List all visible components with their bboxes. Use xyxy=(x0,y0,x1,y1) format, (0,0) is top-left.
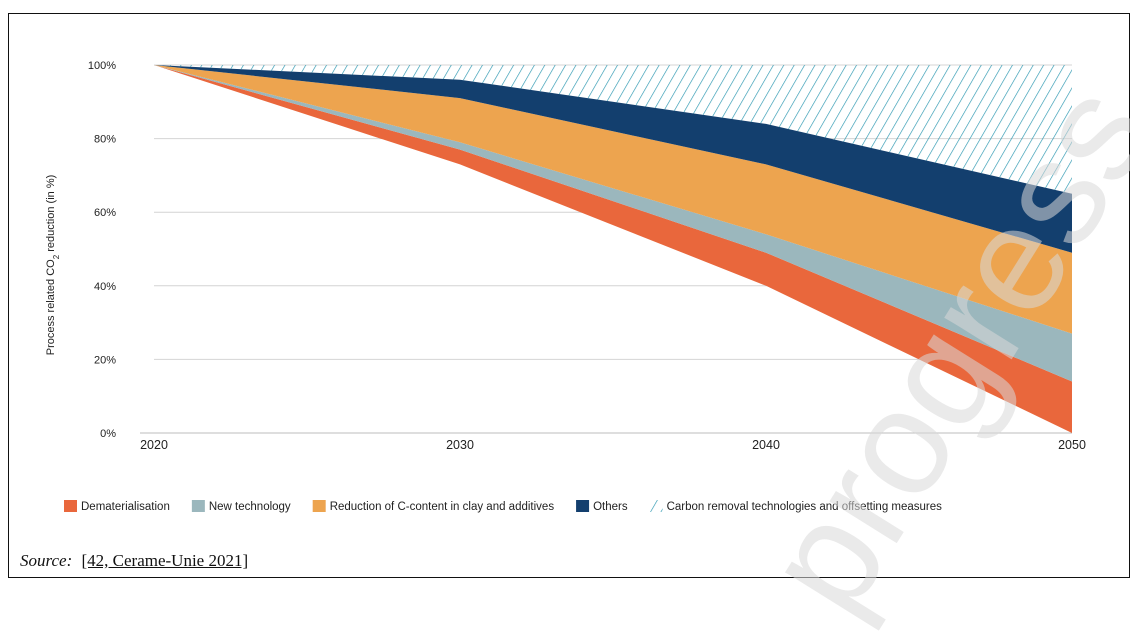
legend-item-new-technology: New technology xyxy=(191,500,291,513)
legend-swatch xyxy=(576,500,590,512)
area-carbon-removal xyxy=(154,65,1072,194)
source-label: Source: xyxy=(20,551,73,570)
x-tick-label: 2030 xyxy=(446,438,474,452)
source-reference-link[interactable]: [42, Cerame-Unie 2021] xyxy=(81,551,249,570)
legend-label: Dematerialisation xyxy=(81,501,170,513)
y-tick-label: 0% xyxy=(100,428,116,440)
legend-item-others: Others xyxy=(576,500,628,513)
x-tick-label: 2020 xyxy=(140,438,168,452)
legend-swatch xyxy=(312,500,326,512)
y-tick-label: 60% xyxy=(94,207,116,219)
y-tick-label: 20% xyxy=(94,354,116,366)
legend-item-reduction-c-content: Reduction of C-content in clay and addit… xyxy=(312,500,555,513)
y-tick-label: 100% xyxy=(88,60,116,72)
legend-label: New technology xyxy=(209,501,291,513)
chart: 0% 20% 40% 60% 80% 100% 2020 2030 2040 2050 Proces… xyxy=(45,60,1086,513)
figure-source: Source: [42, Cerame-Unie 2021] xyxy=(20,551,248,571)
legend-label: Others xyxy=(593,501,628,513)
x-tick-label: 2050 xyxy=(1058,438,1086,452)
legend-item-carbon-removal: Carbon removal technologies and offsetti… xyxy=(649,500,943,513)
legend-swatch-hatch xyxy=(649,500,663,512)
legend-label: Carbon removal technologies and offsetti… xyxy=(667,501,943,513)
legend-label: Reduction of C-content in clay and addit… xyxy=(330,501,555,513)
area-others xyxy=(154,65,1072,253)
y-tick-label: 40% xyxy=(94,281,116,293)
legend-item-dematerialisation: Dematerialisation xyxy=(64,500,170,513)
legend-swatch xyxy=(64,500,77,512)
y-axis-title: Process related CO2 reduction (in %) xyxy=(45,175,61,356)
legend-swatch xyxy=(191,500,205,512)
y-tick-label: 80% xyxy=(94,134,116,146)
x-tick-label: 2040 xyxy=(752,438,780,452)
